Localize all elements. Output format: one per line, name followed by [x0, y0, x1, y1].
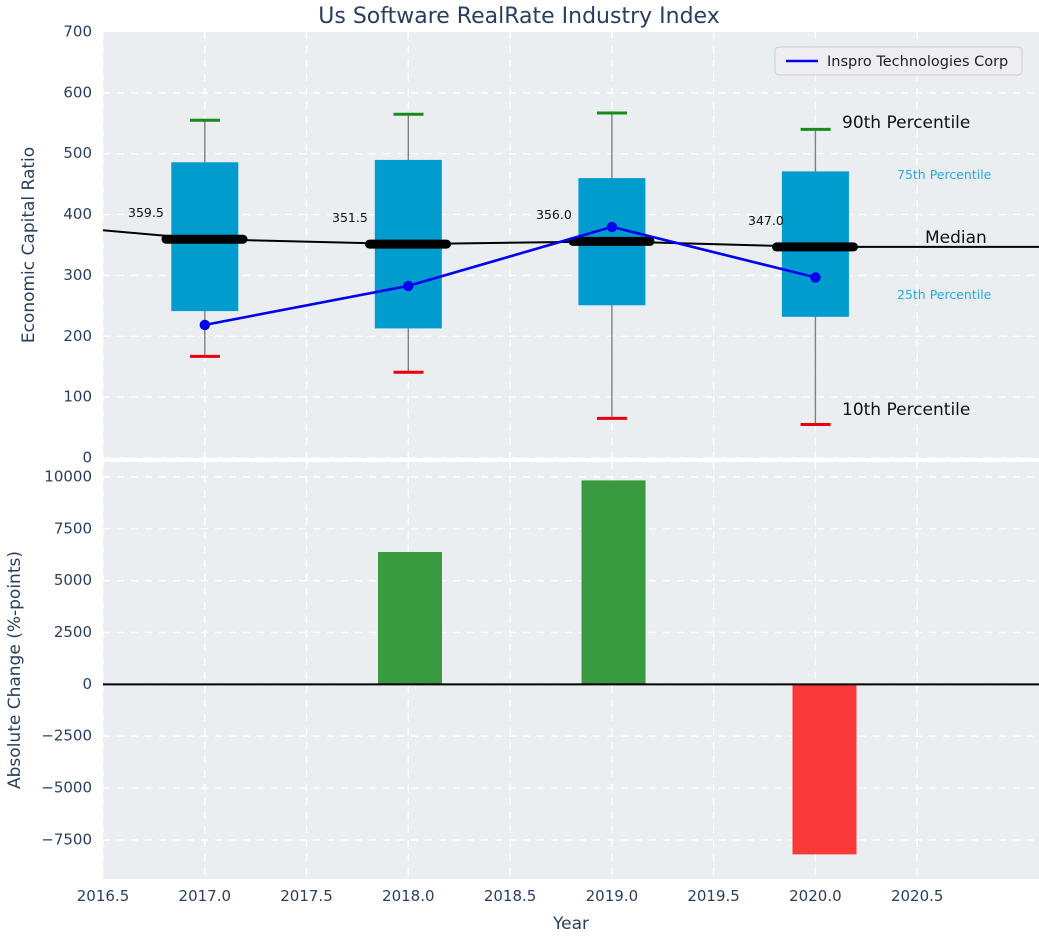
bar-2020: [792, 684, 857, 855]
annotation-90th-percentile: 90th Percentile: [842, 113, 970, 133]
ytick-top-300: 300: [63, 266, 92, 284]
legend-box: [774, 46, 1023, 76]
xtick-labels: 2016.5 2017.0 2017.5 2018.0 2018.5 2019.…: [77, 887, 944, 905]
ytick-bottom-n2500: −2500: [41, 727, 92, 745]
ytick-top-700: 700: [63, 23, 92, 41]
median-label-2020: 347.0: [748, 213, 784, 228]
chart-title: Us Software RealRate Industry Index: [318, 4, 719, 29]
economic-capital-ratio-panel: 700 600 500 400 300 200 100 0 Economic C…: [19, 23, 1039, 467]
ytick-top-400: 400: [63, 205, 92, 223]
xtick-2018-0: 2018.0: [382, 887, 435, 905]
bottom-panel-ylabel: Absolute Change (%-points): [5, 551, 25, 789]
ytick-bottom-2500: 2500: [54, 623, 92, 641]
bar-2019: [581, 480, 646, 685]
ytick-top-600: 600: [63, 83, 92, 101]
series-point-2019: [606, 221, 618, 233]
series-inspro-technologies-corp: [199, 221, 821, 331]
top-panel-ylabel: Economic Capital Ratio: [19, 147, 39, 343]
ytick-bottom-7500: 7500: [54, 519, 92, 537]
ytick-top-500: 500: [63, 144, 92, 162]
ytick-bottom-5000: 5000: [54, 571, 92, 589]
annotation-75th-percentile: 75th Percentile: [897, 167, 992, 182]
xtick-2018-5: 2018.5: [484, 887, 537, 905]
xtick-2017-0: 2017.0: [179, 887, 232, 905]
xtick-2020-5: 2020.5: [891, 887, 944, 905]
xtick-2019-5: 2019.5: [687, 887, 740, 905]
absolute-change-panel: 10000 7500 5000 2500 0 −2500 −5000 −7500…: [5, 462, 1039, 879]
annotation-10th-percentile: 10th Percentile: [842, 400, 970, 420]
series-point-2018: [403, 280, 414, 292]
bottom-panel-ytick-labels: 10000 7500 5000 2500 0 −2500 −5000 −7500: [41, 468, 92, 849]
ytick-top-200: 200: [63, 327, 92, 345]
annotation-median: Median: [925, 228, 987, 248]
median-label-2019: 356.0: [536, 207, 572, 222]
xtick-2016-5: 2016.5: [77, 887, 130, 905]
ytick-top-100: 100: [63, 388, 92, 406]
median-value-labels: 359.5 351.5 356.0 347.0: [128, 205, 784, 228]
median-label-2017: 359.5: [128, 205, 164, 220]
annotation-25th-percentile: 25th Percentile: [897, 287, 992, 302]
median-label-2018: 351.5: [332, 210, 368, 225]
bar-2018: [378, 552, 442, 685]
median-bars: [161, 234, 858, 252]
xlabel: Year: [552, 914, 589, 934]
ytick-bottom-n7500: −7500: [41, 830, 92, 848]
legend[interactable]: Inspro Technologies Corp: [774, 46, 1023, 76]
ytick-bottom-n5000: −5000: [41, 779, 92, 797]
legend-label-inspro: Inspro Technologies Corp: [827, 54, 1008, 70]
ytick-top-0: 0: [82, 449, 92, 467]
series-point-2020: [810, 272, 821, 283]
series-line: [204, 225, 816, 327]
xtick-2020-0: 2020.0: [789, 887, 842, 905]
ytick-bottom-0: 0: [82, 675, 92, 693]
xtick-2017-5: 2017.5: [280, 887, 333, 905]
series-point-2017: [199, 319, 210, 331]
top-panel-hgrid: [103, 92, 1039, 459]
bottom-panel-background: [103, 462, 1039, 879]
xtick-2019-0: 2019.0: [586, 887, 639, 905]
ytick-bottom-10000: 10000: [44, 468, 92, 486]
top-panel-ytick-labels: 700 600 500 400 300 200 100 0: [63, 23, 92, 467]
